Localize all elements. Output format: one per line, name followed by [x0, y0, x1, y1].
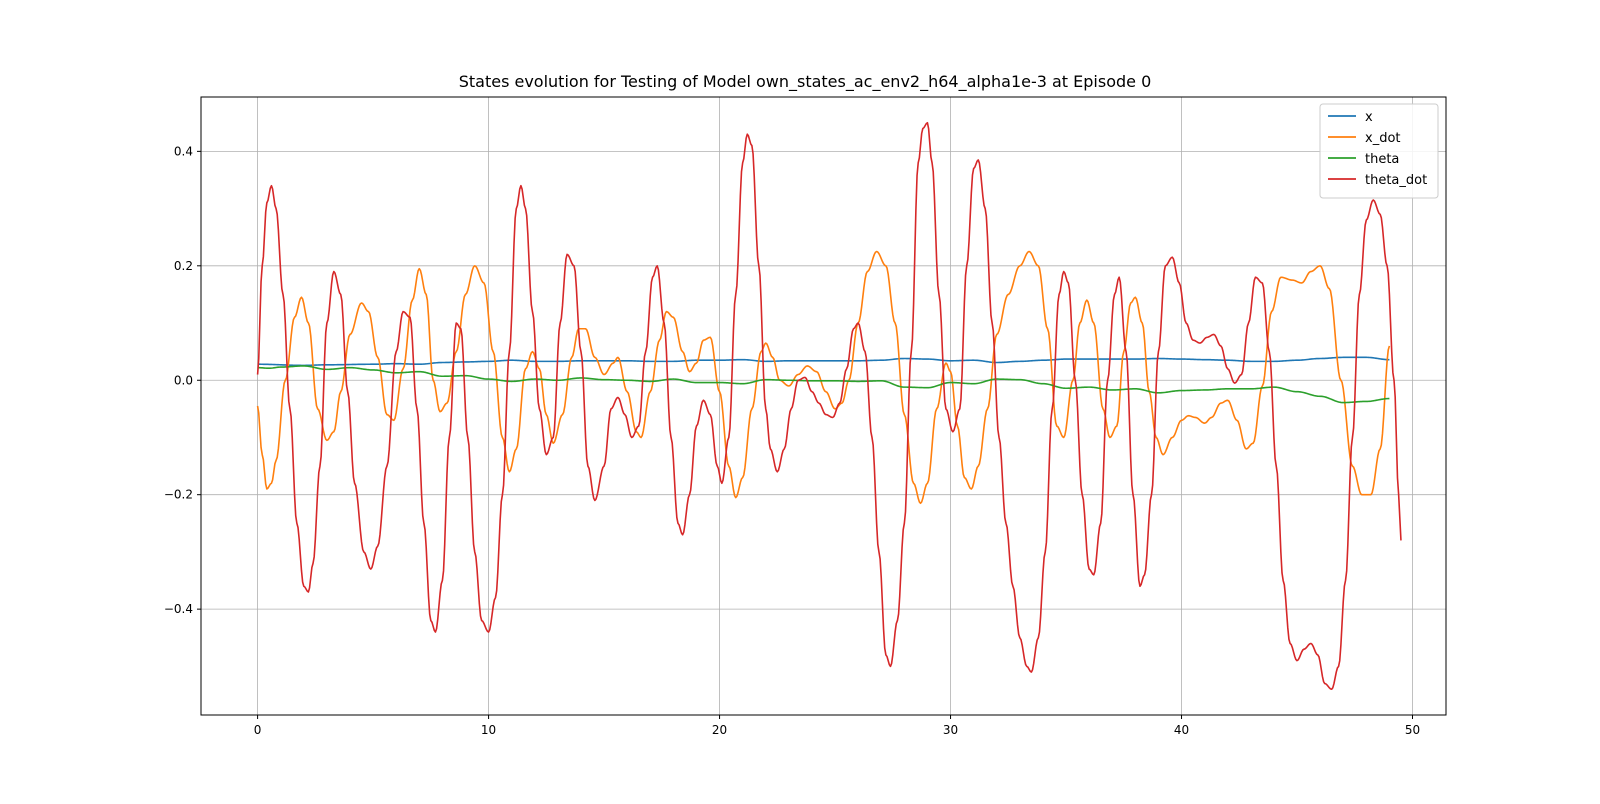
- legend-label: x_dot: [1365, 131, 1401, 146]
- x-tick-label: 30: [943, 723, 958, 737]
- legend-label: theta_dot: [1365, 173, 1427, 188]
- y-tick-label: 0.2: [174, 259, 193, 273]
- series-lines: [256, 121, 1402, 691]
- axis-ticks: 0 10 20 30 40 50 −0.4 −0.2 0.0 0.2 0.4: [164, 144, 1420, 737]
- y-tick-label: 0.4: [174, 144, 193, 158]
- legend-label: x: [1365, 110, 1373, 125]
- x-tick-label: 40: [1174, 723, 1189, 737]
- grid-lines: [201, 97, 1446, 715]
- y-tick-label: −0.4: [164, 602, 193, 616]
- series-line-x-dot: [256, 250, 1391, 505]
- legend-box: [1319, 103, 1439, 199]
- chart-title: States evolution for Testing of Model ow…: [459, 72, 1152, 92]
- x-tick-label: 0: [254, 723, 262, 737]
- y-tick-label: 0.0: [174, 373, 193, 387]
- series-line-theta: [257, 365, 1390, 404]
- y-tick-label: −0.2: [164, 488, 193, 502]
- series-line-theta-dot: [256, 121, 1402, 691]
- x-tick-label: 20: [712, 723, 727, 737]
- legend-label: theta: [1365, 152, 1399, 167]
- series-line-x: [257, 356, 1390, 367]
- x-tick-label: 10: [481, 723, 496, 737]
- x-tick-label: 50: [1405, 723, 1420, 737]
- plot-area: [200, 96, 1447, 716]
